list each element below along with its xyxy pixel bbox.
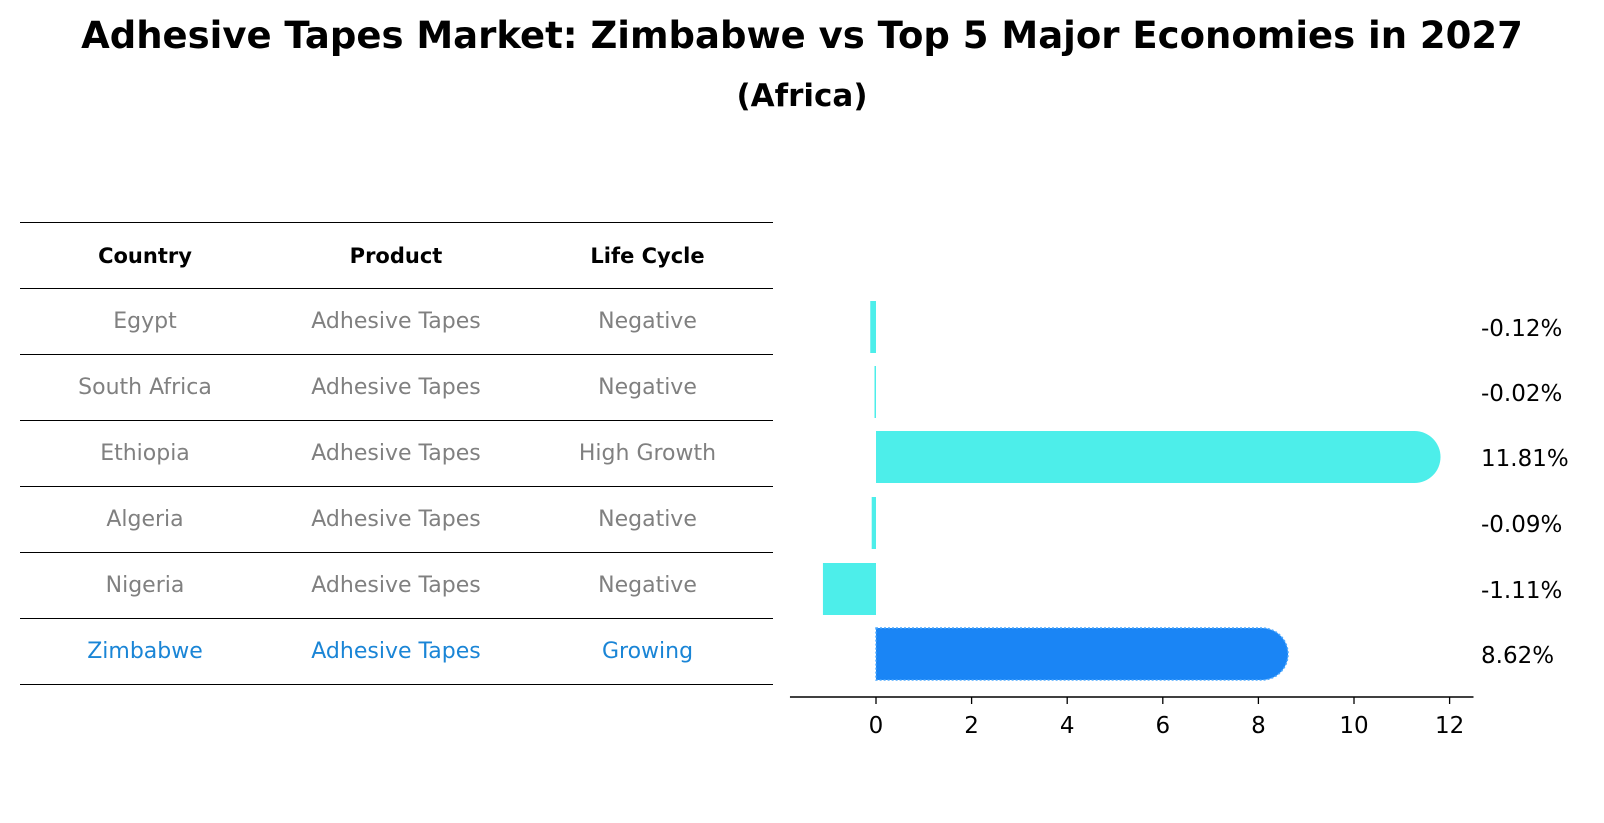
chart-title: Adhesive Tapes Market: Zimbabwe vs Top 5…: [81, 14, 1523, 57]
market-table: Country Product Life Cycle Egypt Adhesiv…: [20, 222, 773, 685]
cell-product: Adhesive Tapes: [311, 573, 481, 598]
table-row: Egypt Adhesive Tapes Negative: [20, 289, 773, 355]
value-label: -0.09%: [1481, 512, 1562, 538]
table-row: Ethiopia Adhesive Tapes High Growth: [20, 421, 773, 487]
table-row: South Africa Adhesive Tapes Negative: [20, 355, 773, 421]
header-life-cycle: Life Cycle: [590, 243, 705, 268]
cell-product: Adhesive Tapes: [311, 441, 481, 466]
bar-algeria: [871, 497, 876, 549]
header-country: Country: [98, 243, 192, 268]
x-tick-label: 6: [1155, 713, 1170, 739]
cell-life-cycle: Negative: [598, 573, 697, 598]
bar-south-africa: [874, 366, 876, 418]
x-tick-label: 4: [1060, 713, 1075, 739]
cell-country: Zimbabwe: [87, 639, 203, 664]
header-product: Product: [349, 243, 443, 268]
x-tick-label: 8: [1251, 713, 1266, 739]
cell-life-cycle: Growing: [601, 639, 694, 664]
cell-life-cycle: Negative: [598, 375, 697, 400]
cell-product: Adhesive Tapes: [311, 639, 481, 664]
cell-product: Adhesive Tapes: [311, 309, 481, 334]
cell-country: Egypt: [113, 309, 177, 334]
cell-country: South Africa: [78, 375, 212, 400]
cell-product: Adhesive Tapes: [311, 375, 481, 400]
cell-country: Algeria: [106, 507, 184, 532]
bar-egypt: [870, 301, 876, 353]
x-tick-label: 12: [1435, 713, 1464, 739]
value-label: -0.02%: [1481, 381, 1562, 407]
x-tick-label: 10: [1339, 713, 1368, 739]
value-label: 11.81%: [1481, 446, 1569, 472]
cell-life-cycle: Negative: [598, 507, 697, 532]
value-label: -0.12%: [1481, 316, 1562, 342]
cell-country: Nigeria: [105, 573, 185, 598]
value-label: 8.62%: [1481, 643, 1554, 669]
cell-life-cycle: High Growth: [578, 441, 717, 466]
bar-zimbabwe: [875, 627, 1289, 681]
cell-product: Adhesive Tapes: [311, 507, 481, 532]
cell-life-cycle: Negative: [598, 309, 697, 334]
x-tick-label: 2: [964, 713, 979, 739]
value-label: -1.11%: [1481, 578, 1562, 604]
table-header-row: Country Product Life Cycle: [20, 223, 773, 289]
bar-ethiopia: [876, 431, 1441, 483]
bar-nigeria: [822, 563, 876, 615]
chart-subtitle: (Africa): [736, 78, 868, 114]
x-tick-label: 0: [869, 713, 884, 739]
table-row-highlight: Zimbabwe Adhesive Tapes Growing: [20, 619, 773, 685]
cell-country: Ethiopia: [100, 441, 190, 466]
table-row: Nigeria Adhesive Tapes Negative: [20, 553, 773, 619]
table-row: Algeria Adhesive Tapes Negative: [20, 487, 773, 553]
